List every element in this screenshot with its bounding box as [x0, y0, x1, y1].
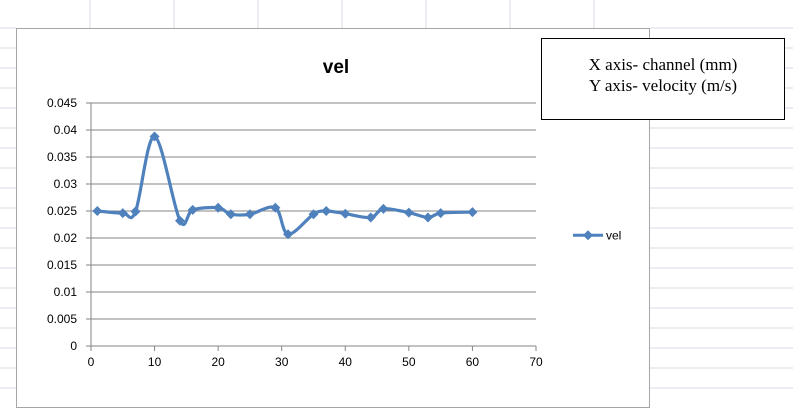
- data-point: [340, 208, 351, 219]
- annotation-x-axis-text: X axis- channel (mm): [588, 55, 738, 74]
- data-point: [467, 207, 478, 218]
- series-line-vel: [97, 134, 473, 236]
- data-point: [175, 215, 185, 226]
- x-tick-label: 0: [88, 355, 95, 369]
- data-point: [435, 208, 446, 219]
- data-point: [422, 212, 433, 223]
- x-tick-label: 40: [339, 355, 353, 369]
- data-point: [149, 131, 160, 142]
- legend-marker-vel: [583, 230, 593, 241]
- data-point: [244, 209, 255, 220]
- data-point: [365, 212, 376, 223]
- data-point: [270, 202, 281, 213]
- data-point: [403, 207, 414, 218]
- data-point: [117, 208, 128, 219]
- data-point: [213, 202, 224, 213]
- data-point: [225, 209, 236, 220]
- chart-title: vel: [323, 57, 349, 78]
- data-point: [378, 203, 389, 214]
- y-tick-label: 0.03: [54, 177, 78, 191]
- legend-label-vel: vel: [606, 228, 621, 242]
- data-point: [130, 206, 141, 217]
- data-point: [283, 229, 294, 240]
- y-tick-label: 0.025: [47, 204, 77, 218]
- chart-area[interactable]: vel 0 0.005 0.01 0.015 0.02 0.025 0.03 0.035 0.04…: [16, 28, 650, 408]
- data-point: [92, 206, 103, 216]
- y-tick-label: 0.005: [47, 312, 77, 326]
- y-tick-label: 0.045: [47, 96, 77, 110]
- data-point: [187, 204, 198, 215]
- y-tick-label: 0.02: [54, 231, 78, 245]
- annotation-y-axis-text: Y axis- velocity (m/s): [588, 76, 738, 95]
- x-tick-label: 20: [211, 355, 225, 369]
- axis-annotation-box: X axis- channel (mm) Y axis- velocity (m…: [541, 38, 785, 120]
- data-point: [308, 209, 319, 220]
- line-chart: vel 0 0.005 0.01 0.015 0.02 0.025 0.03 0.035 0.04…: [47, 57, 621, 369]
- data-point: [321, 206, 332, 216]
- y-tick-label: 0.015: [47, 258, 77, 272]
- y-tick-label: 0: [70, 339, 77, 353]
- x-tick-label: 50: [402, 355, 416, 369]
- y-tick-label: 0.035: [47, 150, 77, 164]
- x-tick-label: 10: [148, 355, 162, 369]
- y-tick-label: 0.04: [54, 123, 78, 137]
- y-tick-label: 0.01: [54, 285, 78, 299]
- x-tick-label: 60: [466, 355, 480, 369]
- x-tick-label: 30: [275, 355, 289, 369]
- x-tick-label: 70: [529, 355, 543, 369]
